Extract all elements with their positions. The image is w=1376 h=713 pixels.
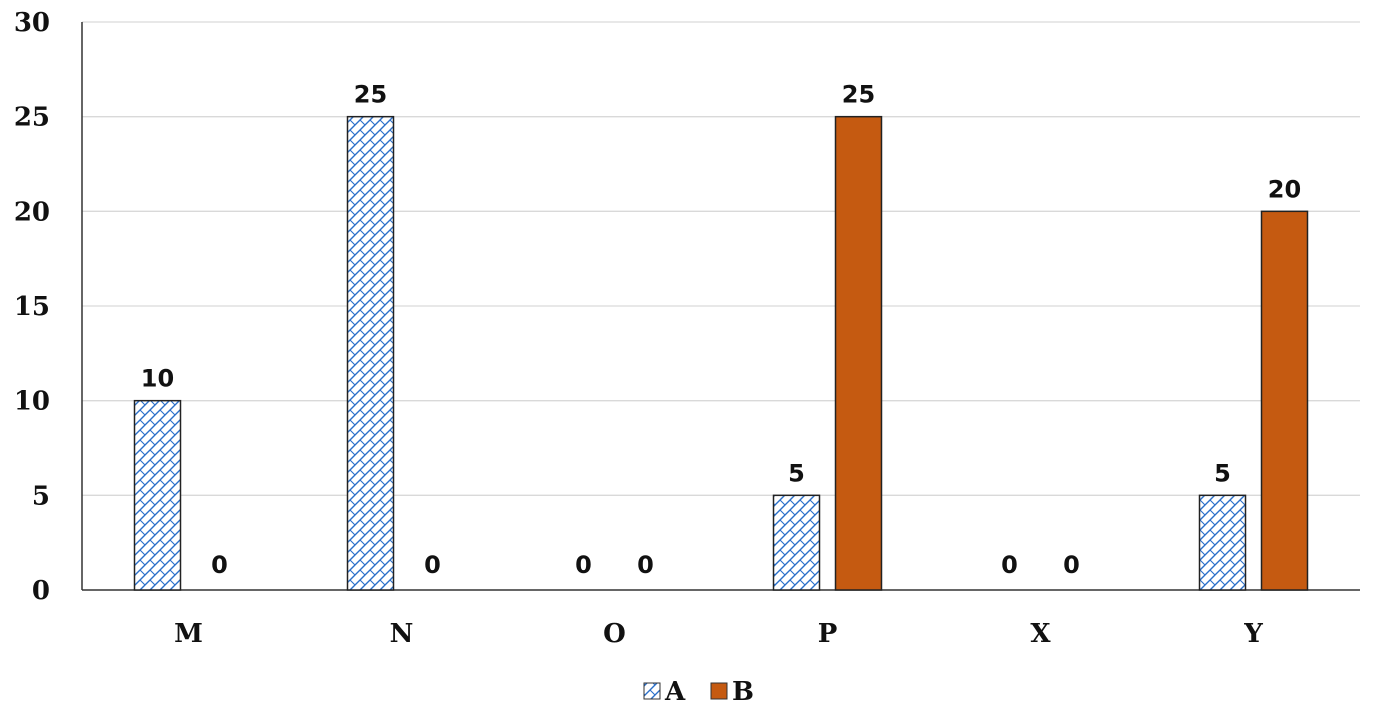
data-label-B-N: 0: [424, 551, 441, 579]
y-tick-label: 5: [32, 481, 50, 511]
data-label-B-P: 25: [842, 81, 875, 109]
gridlines: [82, 21, 1360, 496]
data-label-A-O: 0: [575, 551, 592, 579]
y-axis-tick-labels: 0 5 10 15 20 25 30: [14, 8, 50, 606]
y-tick-label: 10: [14, 387, 50, 417]
y-tick-label: 15: [14, 292, 50, 322]
legend-label-B: B: [732, 677, 754, 707]
data-label-A-Y: 5: [1214, 459, 1231, 487]
legend-label-A: A: [664, 677, 686, 707]
data-label-A-N: 25: [354, 81, 387, 109]
bar-A-M: [133, 399, 182, 591]
bar-A-P: [772, 494, 821, 591]
legend-swatch-A: [643, 682, 661, 700]
y-tick-label: 25: [14, 103, 50, 133]
data-label-A-M: 10: [141, 365, 174, 393]
x-category-label: M: [174, 619, 203, 649]
x-category-label: O: [603, 619, 626, 649]
axes: [81, 22, 1360, 591]
y-tick-label: 30: [14, 8, 50, 38]
data-label-B-M: 0: [211, 551, 228, 579]
legend-swatch-B: [710, 682, 728, 700]
x-category-label: X: [1030, 619, 1051, 649]
data-label-B-X: 0: [1063, 551, 1080, 579]
y-tick-label: 20: [14, 197, 50, 227]
bar-A-N: [346, 115, 395, 591]
bars: [133, 115, 1309, 591]
data-label-A-X: 0: [1001, 551, 1018, 579]
data-label-A-P: 5: [788, 459, 805, 487]
x-category-label: N: [390, 619, 414, 649]
bar-B-P: [834, 115, 883, 591]
y-tick-label: 0: [32, 576, 50, 606]
data-labels: 10 0 25 0 0 0 5 25 0 0 5 20: [141, 81, 1301, 579]
x-category-label: Y: [1243, 619, 1263, 649]
data-label-B-O: 0: [637, 551, 654, 579]
x-category-label: P: [818, 619, 838, 649]
data-label-B-Y: 20: [1268, 175, 1301, 203]
bar-A-Y: [1198, 494, 1247, 591]
bar-B-Y: [1260, 210, 1309, 591]
